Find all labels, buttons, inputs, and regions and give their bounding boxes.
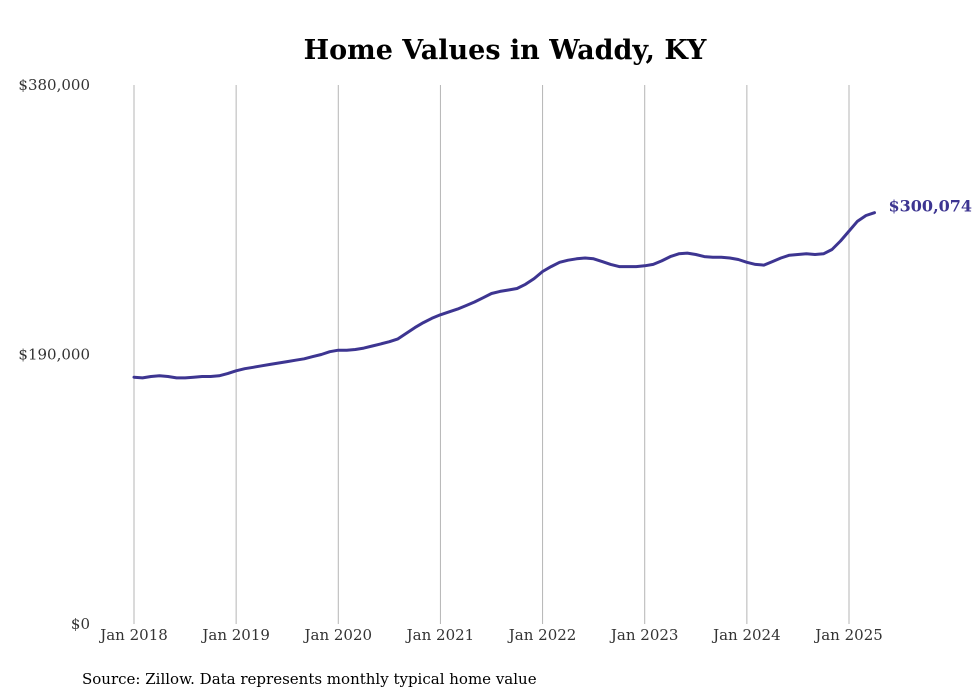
y-axis-ticks: $0 $190,000 $380,000 xyxy=(18,76,90,633)
x-tick-label: Jan 2021 xyxy=(405,626,475,644)
x-tick-label: Jan 2024 xyxy=(711,626,781,644)
x-tick-label: Jan 2023 xyxy=(609,626,679,644)
x-tick-label: Jan 2020 xyxy=(303,626,373,644)
x-axis-ticks: Jan 2018 Jan 2019 Jan 2020 Jan 2021 Jan 2022… xyxy=(98,626,883,644)
x-tick-label: Jan 2018 xyxy=(98,626,168,644)
gridlines xyxy=(133,85,850,624)
y-tick-label: $380,000 xyxy=(18,76,90,94)
x-tick-label: Jan 2025 xyxy=(813,626,883,644)
x-tick-label: Jan 2022 xyxy=(507,626,577,644)
home-value-series-line xyxy=(132,211,876,380)
y-tick-label: $190,000 xyxy=(18,346,90,364)
end-value-label: $300,074 xyxy=(889,197,973,216)
source-note: Source: Zillow. Data represents monthly … xyxy=(82,670,537,688)
y-tick-label: $0 xyxy=(71,615,90,633)
chart-title: Home Values in Waddy, KY xyxy=(304,35,707,66)
x-tick-label: Jan 2019 xyxy=(200,626,270,644)
